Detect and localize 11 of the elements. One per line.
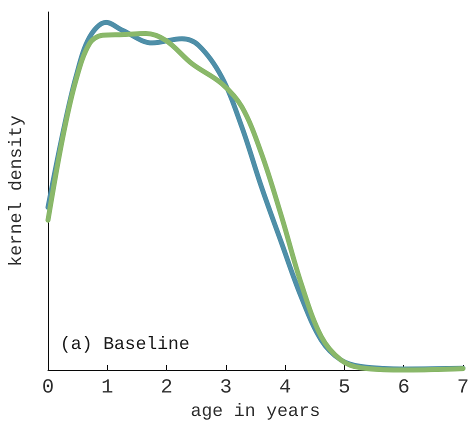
x-tick-label: 3 — [220, 376, 232, 400]
x-tick-label: 7 — [456, 376, 470, 400]
x-tick-label: 2 — [160, 376, 173, 400]
x-tick-label: 5 — [338, 376, 350, 400]
x-axis-title: age in years — [190, 402, 320, 422]
annotation: (a) Baseline — [60, 335, 190, 355]
x-tick-label: 0 — [42, 376, 54, 400]
y-axis-title: kernel density — [7, 115, 27, 267]
x-tick-label: 1 — [101, 376, 114, 400]
x-tick-label: 6 — [398, 376, 410, 400]
x-tick-label: 4 — [279, 376, 292, 400]
